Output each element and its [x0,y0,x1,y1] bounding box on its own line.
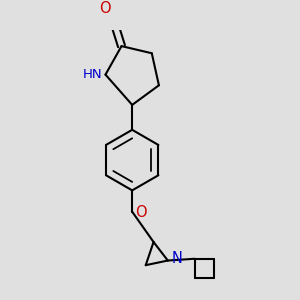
Text: O: O [135,205,147,220]
Text: HN: HN [83,68,103,81]
Text: O: O [99,1,111,16]
Text: N: N [171,251,182,266]
